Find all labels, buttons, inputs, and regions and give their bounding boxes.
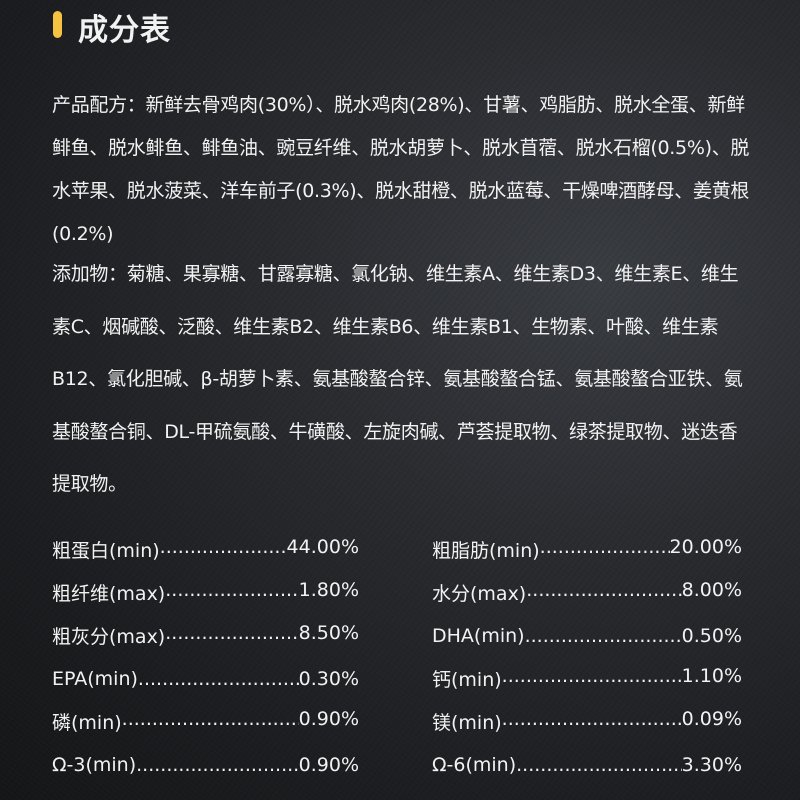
nutrition-row: EPA(min) 0.30% 钙(min) 1.10% bbox=[52, 657, 742, 700]
nutrient-label: Ω-3(min) bbox=[52, 753, 137, 776]
nutrition-item: EPA(min) 0.30% bbox=[52, 668, 359, 690]
nutrition-item: Ω-6(min) 3.30% bbox=[432, 754, 742, 776]
dot-leader bbox=[525, 625, 682, 647]
nutrient-value: 44.00% bbox=[286, 536, 359, 558]
ingredients-text: 产品配方：新鲜去骨鸡肉(30%）、脱水鸡肉(28%)、甘薯、鸡脂肪、脱水全蛋、新… bbox=[52, 94, 750, 245]
nutrition-item: 磷(min) 0.90% bbox=[52, 708, 359, 735]
title-accent-bar bbox=[53, 11, 62, 38]
dot-leader bbox=[540, 536, 670, 563]
nutrient-label: 粗灰分(max) bbox=[52, 626, 166, 648]
nutrient-value: 0.90% bbox=[298, 753, 359, 776]
nutrition-row: Ω-3(min) 0.90% Ω-6(min) 3.30% bbox=[52, 743, 742, 786]
dot-leader bbox=[502, 708, 682, 735]
nutrient-label: 镁(min) bbox=[432, 712, 502, 734]
nutrition-item: 粗脂肪(min) 20.00% bbox=[432, 536, 742, 563]
nutrient-label: DHA(min) bbox=[432, 624, 525, 647]
nutrient-label: 粗纤维(max) bbox=[52, 583, 166, 605]
page-title: 成分表 bbox=[78, 13, 171, 48]
nutrition-item: 粗纤维(max) 1.80% bbox=[52, 579, 359, 606]
nutrient-label: EPA(min) bbox=[52, 667, 138, 690]
nutrition-item: 镁(min) 0.09% bbox=[432, 708, 742, 735]
dot-leader bbox=[136, 754, 299, 776]
dot-leader bbox=[516, 754, 682, 776]
nutrition-row: 粗纤维(max) 1.80% 水分(max) 8.00% bbox=[52, 571, 742, 614]
nutrition-row: 磷(min) 0.90% 镁(min) 0.09% bbox=[52, 700, 742, 743]
nutrient-value: 20.00% bbox=[669, 536, 742, 558]
nutrient-value: 0.30% bbox=[298, 667, 359, 690]
nutrition-item: 粗灰分(max) 8.50% bbox=[52, 622, 359, 649]
nutrient-value: 1.80% bbox=[298, 579, 359, 601]
dot-leader bbox=[122, 708, 299, 735]
nutrition-item: DHA(min) 0.50% bbox=[432, 625, 742, 647]
dot-leader bbox=[138, 668, 299, 690]
nutrition-item: 粗蛋白(min) 44.00% bbox=[52, 536, 359, 563]
nutrient-value: 3.30% bbox=[681, 753, 742, 776]
nutrient-label: Ω-6(min) bbox=[432, 753, 517, 776]
nutrient-label: 磷(min) bbox=[52, 712, 122, 734]
nutrient-value: 0.09% bbox=[681, 708, 742, 730]
nutrition-row: 粗灰分(max) 8.50% DHA(min) 0.50% bbox=[52, 614, 742, 657]
dot-leader bbox=[526, 579, 681, 606]
nutrient-label: 钙(min) bbox=[432, 669, 502, 691]
dot-leader bbox=[165, 579, 298, 606]
nutrient-label: 粗脂肪(min) bbox=[432, 540, 540, 562]
additives-text: 添加物：菊糖、果寡糖、甘露寡糖、氯化钠、维生素A、维生素D3、维生素E、维生素C… bbox=[52, 263, 743, 495]
nutrient-value: 0.90% bbox=[298, 708, 359, 730]
dot-leader bbox=[165, 622, 298, 649]
nutrition-item: 钙(min) 1.10% bbox=[432, 665, 742, 692]
nutrition-item: 水分(max) 8.00% bbox=[432, 579, 742, 606]
nutrient-label: 粗蛋白(min) bbox=[52, 540, 160, 562]
nutrient-label: 水分(max) bbox=[432, 583, 527, 605]
nutrient-value: 1.10% bbox=[681, 665, 742, 687]
nutrition-table: 粗蛋白(min) 44.00% 粗脂肪(min) 20.00% 粗纤维(max) 1.80… bbox=[52, 528, 742, 786]
nutrition-item: Ω-3(min) 0.90% bbox=[52, 754, 359, 776]
nutrition-row: 粗蛋白(min) 44.00% 粗脂肪(min) 20.00% bbox=[52, 528, 742, 571]
nutrient-value: 0.50% bbox=[681, 624, 742, 647]
nutrient-value: 8.00% bbox=[681, 579, 742, 601]
dot-leader bbox=[160, 536, 287, 563]
dot-leader bbox=[502, 665, 682, 692]
nutrient-value: 8.50% bbox=[298, 622, 359, 644]
